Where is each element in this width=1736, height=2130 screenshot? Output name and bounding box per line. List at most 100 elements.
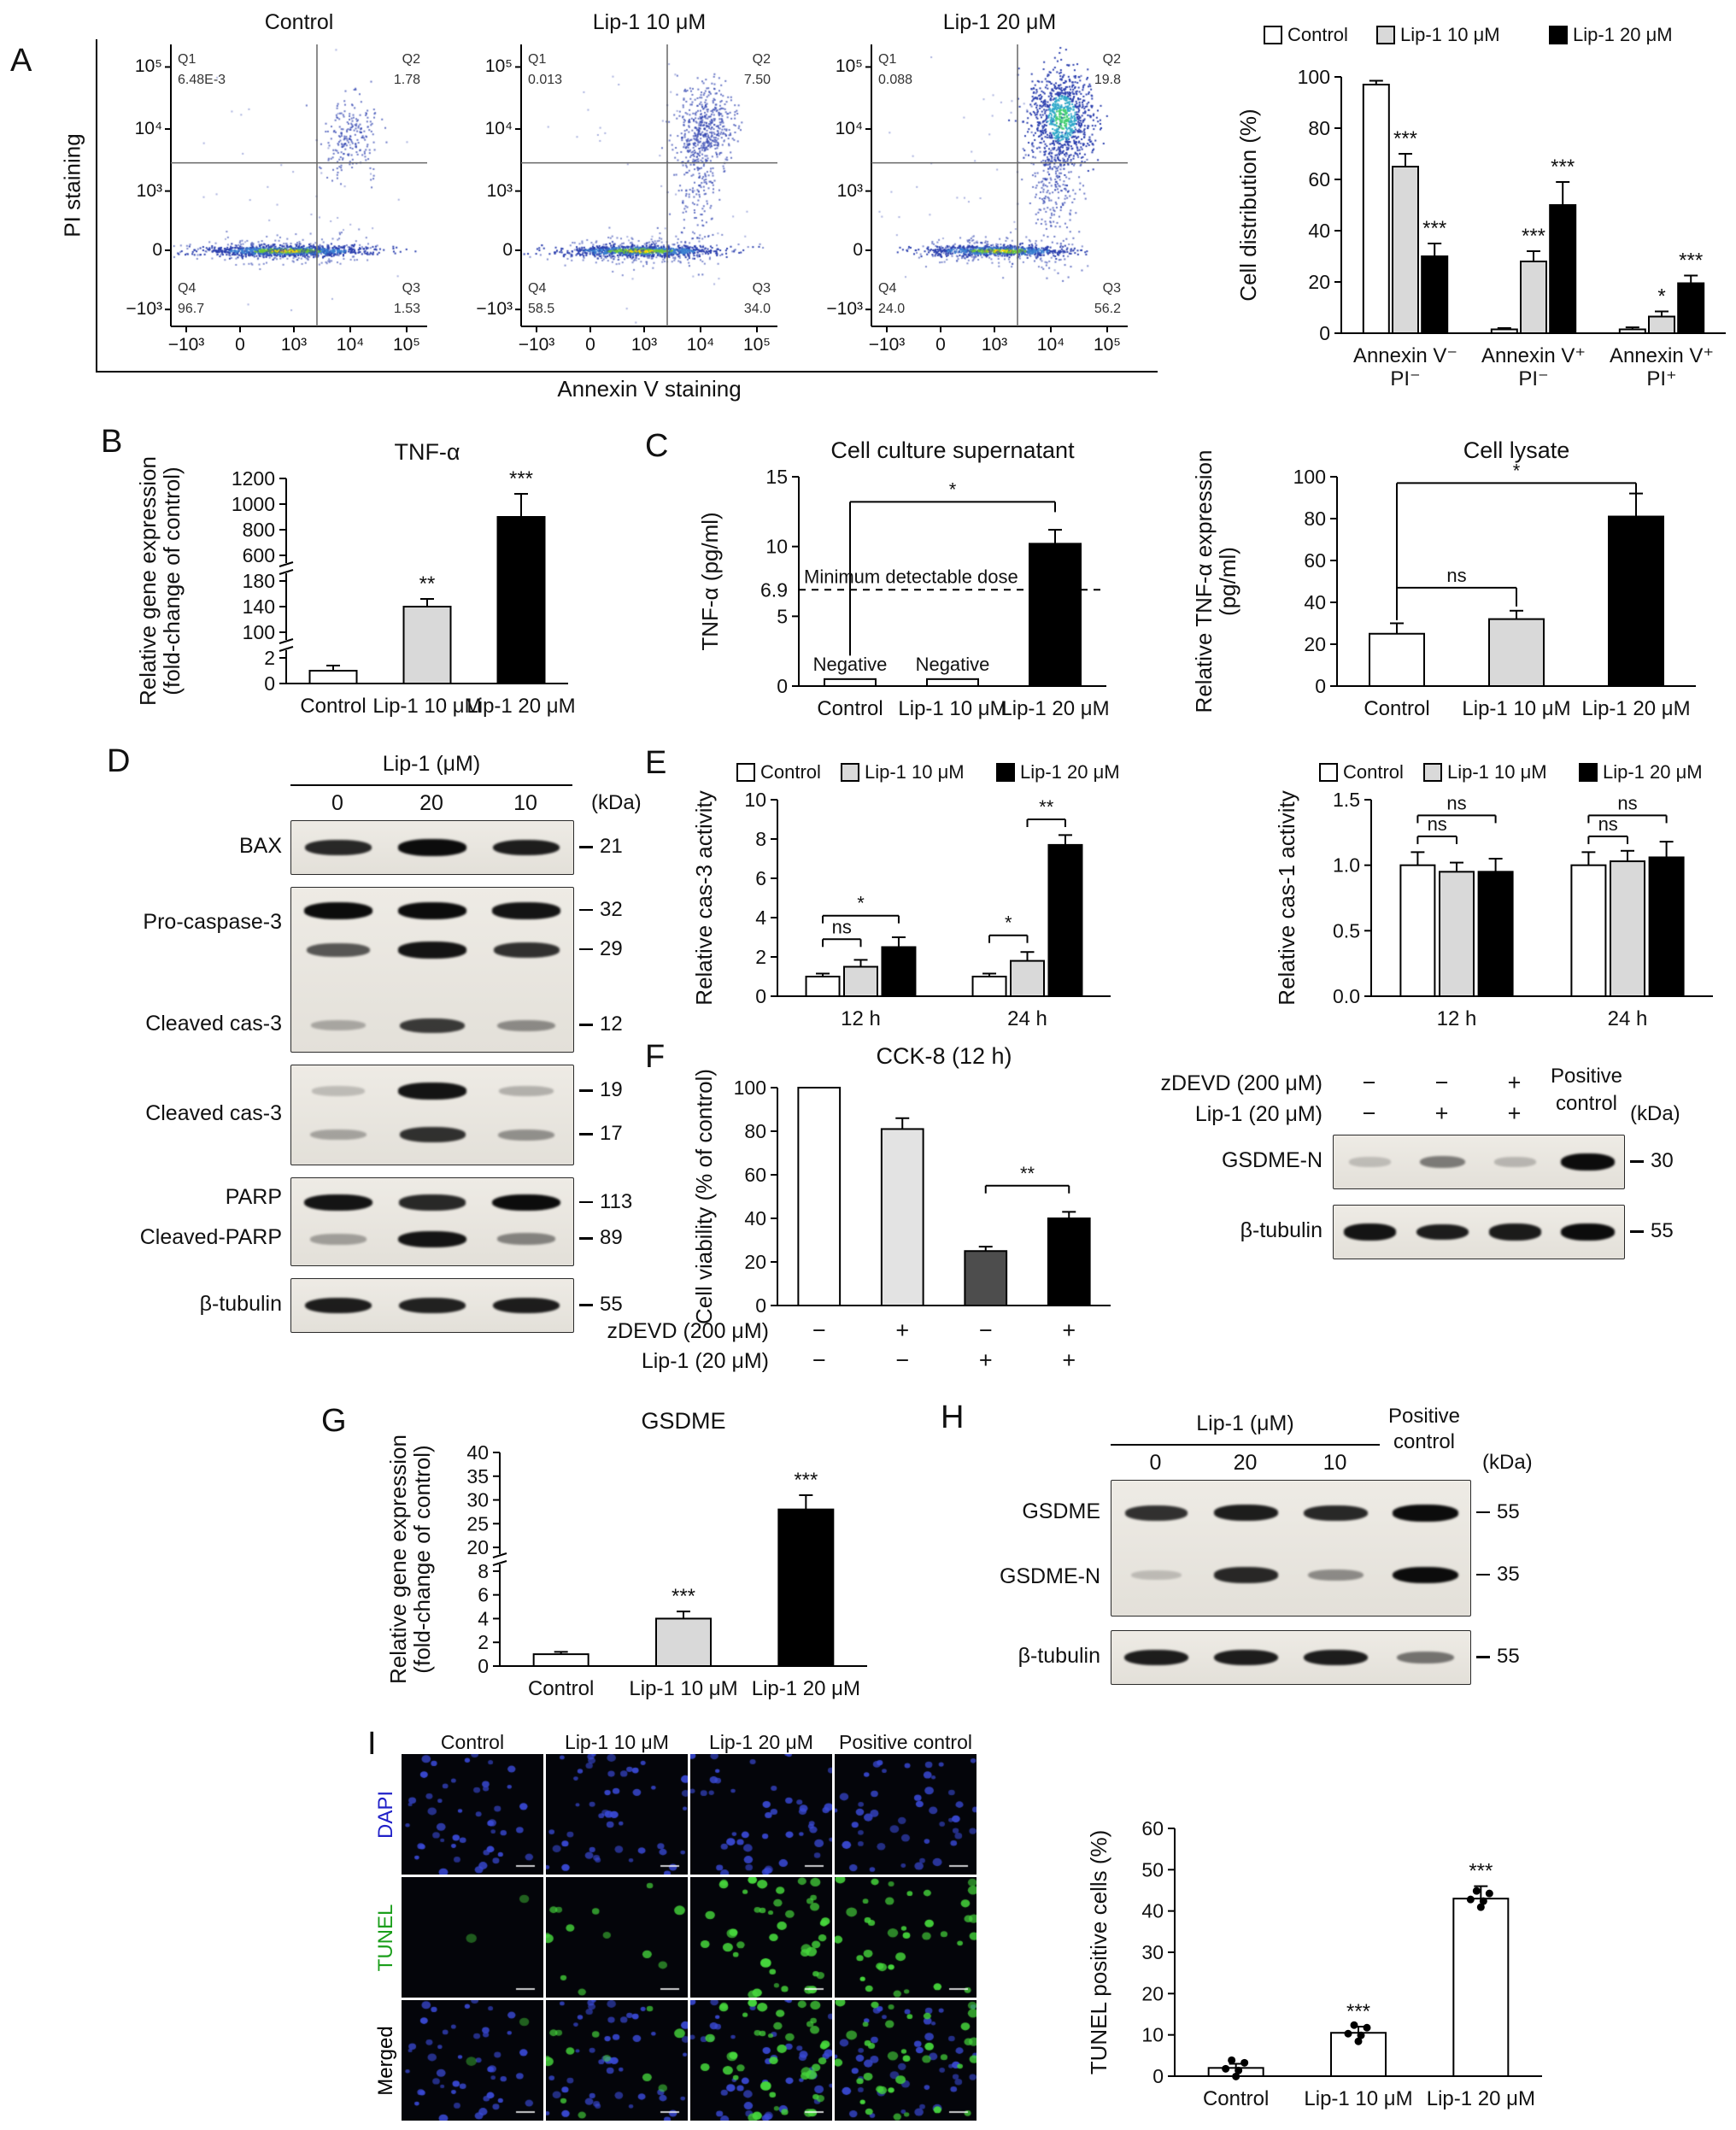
legend-swatch [736, 763, 755, 782]
wb-protein-label: PARP [225, 1185, 282, 1210]
wb-positive-control-label: control [1555, 1092, 1618, 1115]
sign: + [895, 1317, 909, 1343]
wb-lane-label: 10 [1323, 1451, 1347, 1475]
wb-strip [290, 820, 574, 875]
legend-label: Lip-1 20 μM [1603, 761, 1703, 783]
y-tick-label: 10 [765, 536, 788, 558]
y-tick-label: 50 [1141, 1858, 1164, 1881]
flow-x-tick-label: 10⁵ [1093, 335, 1122, 355]
category-label: Lip-1 10 μM [1304, 2087, 1412, 2110]
wb-kda-dash [579, 1304, 593, 1306]
wb-kda-value: 35 [1497, 1562, 1520, 1586]
y-tick-label: 100 [243, 621, 275, 643]
wb-band [493, 942, 560, 958]
bar [1570, 864, 1607, 997]
y-tick-label: 10 [1141, 2024, 1164, 2046]
quadrant-label-q3: Q3 56.2 [1094, 281, 1121, 316]
y-tick-label: 2 [264, 647, 275, 669]
y-tick-label: 0 [1315, 675, 1326, 697]
wb-band [1303, 1649, 1369, 1666]
sig-label: ns [1446, 792, 1466, 813]
wb-sign: + [1507, 1100, 1522, 1126]
bar [402, 606, 452, 684]
y-tick-label: 60 [1304, 549, 1326, 572]
wb-kda-value: 17 [600, 1122, 623, 1146]
wb-kda-dash [579, 1089, 593, 1092]
bar [1520, 261, 1547, 334]
y-tick-label: 0 [755, 1294, 766, 1317]
panel-letter-d: D [107, 743, 131, 779]
flow-y-tick-label: 10⁴ [134, 119, 162, 138]
panel-letter-a: A [10, 43, 32, 79]
y-tick-label: 1.0 [1333, 854, 1360, 877]
bar [1618, 328, 1646, 334]
wb-band [311, 1086, 366, 1096]
bar [1452, 1898, 1510, 2077]
quadrant-label-q4: Q4 24.0 [878, 281, 906, 316]
wb-kda-value: 32 [600, 897, 623, 921]
micro-image-tunel-3 [835, 1877, 976, 1998]
data-point [1228, 2056, 1236, 2064]
chart-title: Cell lysate [1463, 437, 1570, 463]
flow-y-tick-label: −10³ [476, 299, 513, 320]
y-tick-label: 20 [744, 1251, 766, 1273]
wb-kda-dash [579, 1133, 593, 1135]
y-tick-label: 0 [1152, 2065, 1164, 2087]
sig-label: ns [1617, 792, 1637, 813]
wb-strip [290, 1278, 574, 1333]
flow-y-tick-label: 0 [853, 239, 863, 260]
wb-protein-label: Cleaved-PARP [139, 1225, 282, 1250]
quadrant-label-q4: Q4 58.5 [528, 281, 555, 316]
flow-x-tick-label: −10³ [167, 335, 205, 355]
legend-label: Control [1287, 24, 1348, 45]
flow-y-tick-label: −10³ [126, 299, 162, 320]
wb-band [398, 1230, 466, 1248]
y-tick-label: 40 [1141, 1900, 1164, 1922]
quadrant-label-q2: Q2 1.78 [393, 52, 420, 87]
wb-band [398, 942, 466, 959]
y-tick-label: 25 [466, 1512, 489, 1534]
y-tick-label: 6 [478, 1584, 489, 1606]
category-label: 24 h [1007, 1007, 1047, 1030]
micro-image-dapi-2 [690, 1754, 832, 1875]
flow-x-tick-label: 10⁴ [336, 335, 365, 355]
wb-band [492, 1297, 560, 1314]
wb-protein-label: β-tubulin [1018, 1644, 1100, 1668]
y-tick-label: 180 [243, 570, 275, 592]
axis-break-slash [279, 569, 294, 575]
flow-plot-title: Lip-1 10 μM [592, 10, 707, 34]
bar [1047, 843, 1083, 998]
flow-axes-1 [515, 44, 777, 332]
wb-condition-label: Lip-1 (20 μM) [1194, 1102, 1323, 1126]
bar [1608, 515, 1664, 687]
y-tick-label: 20 [466, 1536, 489, 1558]
quadrant-label-q1: Q1 0.088 [878, 52, 913, 87]
wb-kda-value: 21 [600, 835, 623, 858]
bar-label: Negative [916, 654, 990, 675]
panel-letter-h: H [941, 1399, 965, 1435]
y-tick-label: 60 [744, 1164, 766, 1186]
legend-swatch [996, 763, 1015, 782]
data-point [1350, 2021, 1358, 2029]
category-label: Control [817, 697, 883, 720]
micro-image-tunel-2 [690, 1877, 832, 1998]
wb-band [1349, 1157, 1391, 1167]
y-axis-title: Relative TNF-α expression [1191, 450, 1217, 713]
category-label: Control [528, 1677, 594, 1700]
y-tick-label: 10 [744, 789, 766, 811]
wb-band [1392, 1566, 1459, 1584]
sig-label: ** [419, 572, 436, 596]
bar [1421, 255, 1449, 334]
wb-band [1396, 1651, 1455, 1664]
flow-frame-x [96, 371, 1158, 373]
wb-strip [1111, 1480, 1471, 1617]
micro-col-label: Lip-1 20 μM [709, 1731, 813, 1753]
y-tick-label: 4 [755, 907, 766, 929]
y-axis-title: (pg/ml) [1215, 547, 1240, 616]
wb-band [398, 1297, 466, 1314]
sig-label: *** [1551, 155, 1575, 179]
panel-letter-b: B [101, 424, 123, 460]
data-point [1354, 2037, 1363, 2045]
sig-label: ns [1446, 565, 1466, 586]
wb-kda-value: 113 [600, 1189, 633, 1213]
